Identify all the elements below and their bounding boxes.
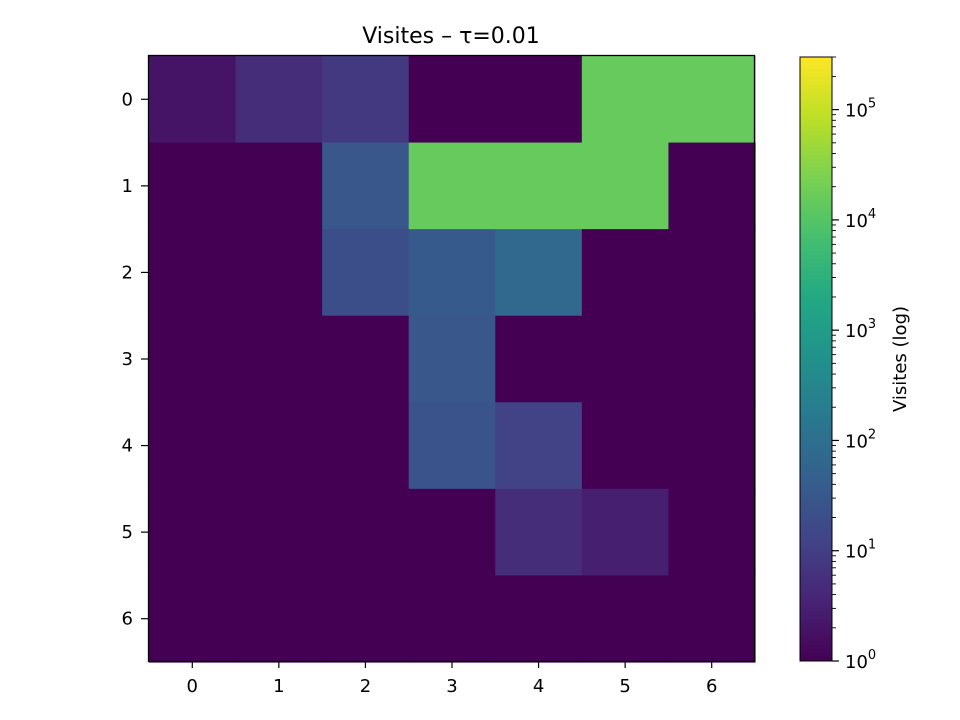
heatmap-cell-r1-c5: [581, 142, 670, 230]
x-tick-label: 5: [619, 676, 630, 697]
chart-title: Visites – τ=0.01: [362, 24, 540, 49]
heatmap-cell-r4-c2: [322, 402, 410, 490]
y-tick-label: 6: [122, 609, 133, 630]
heatmap-cell-r0-c5: [581, 56, 670, 144]
colorbar-tick-label: 101: [845, 538, 876, 563]
heatmap-cell-r6-c4: [495, 575, 583, 663]
heatmap-cell-r3-c4: [495, 315, 583, 403]
heatmap-cell-r5-c1: [235, 488, 323, 577]
heatmap-cell-r0-c0: [149, 56, 237, 144]
x-tick-label: 6: [706, 676, 717, 697]
heatmap-cell-r3-c6: [668, 315, 756, 403]
heatmap-cell-r4-c5: [581, 402, 670, 490]
heatmap-cell-r6-c2: [322, 575, 410, 663]
heatmap-cell-r6-c5: [581, 575, 670, 663]
y-tick-label: 0: [122, 89, 133, 110]
colorbar-tick-label: 105: [845, 97, 876, 122]
heatmap-cell-r5-c4: [495, 488, 583, 577]
heatmap-cell-r5-c2: [322, 488, 410, 577]
heatmap-cell-r4-c4: [495, 402, 583, 490]
y-tick-label: 2: [122, 262, 133, 283]
heatmap-cell-r0-c2: [322, 56, 410, 144]
heatmap-cell-r5-c3: [408, 488, 496, 577]
colorbar-tick-label: 100: [845, 648, 876, 673]
x-tick-label: 4: [533, 676, 544, 697]
heatmap-cell-r3-c5: [581, 315, 670, 403]
x-tick-label: 1: [273, 676, 284, 697]
x-tick-label: 3: [446, 676, 457, 697]
heatmap-cell-r0-c4: [495, 56, 583, 144]
heatmap-cell-r6-c0: [149, 575, 237, 663]
heatmap-cell-r4-c6: [668, 402, 756, 490]
heatmap-cell-r1-c1: [235, 142, 323, 230]
heatmap-cell-r2-c5: [581, 229, 670, 317]
y-tick-label: 5: [122, 522, 133, 543]
heatmap-cell-r2-c6: [668, 229, 756, 317]
heatmap-cell-r1-c4: [495, 142, 583, 230]
y-tick-label: 3: [122, 349, 133, 370]
heatmap-cells: [149, 56, 756, 663]
heatmap-cell-r0-c6: [668, 56, 756, 144]
heatmap-cell-r3-c2: [322, 315, 410, 403]
colorbar-ticks: 100 101 102 103 104 105: [832, 56, 876, 673]
y-tick-label: 4: [122, 436, 133, 457]
heatmap-cell-r3-c1: [235, 315, 323, 403]
heatmap-cell-r5-c6: [668, 488, 756, 577]
heatmap-cell-r2-c2: [322, 229, 410, 317]
heatmap-cell-r2-c4: [495, 229, 583, 317]
heatmap-cell-r4-c1: [235, 402, 323, 490]
colorbar-tick-label: 103: [845, 317, 876, 342]
heatmap-cell-r4-c3: [408, 402, 496, 490]
x-axis-ticks: 0 1 2 3 4 5 6: [187, 661, 717, 697]
heatmap-cell-r0-c1: [235, 56, 323, 144]
heatmap-cell-r0-c3: [408, 56, 496, 144]
heatmap-cell-r6-c3: [408, 575, 496, 663]
heatmap-cell-r5-c5: [581, 488, 670, 577]
y-tick-label: 1: [122, 176, 133, 197]
heatmap-cell-r2-c0: [149, 229, 237, 317]
heatmap-cell-r1-c0: [149, 142, 237, 230]
x-tick-label: 2: [360, 676, 371, 697]
heatmap-cell-r2-c1: [235, 229, 323, 317]
colorbar-tick-label: 104: [845, 207, 876, 232]
heatmap-cell-r1-c3: [408, 142, 496, 230]
heatmap-cell-r1-c6: [668, 142, 756, 230]
x-tick-label: 0: [187, 676, 198, 697]
heatmap-cell-r6-c6: [668, 575, 756, 663]
heatmap-cell-r4-c0: [149, 402, 237, 490]
heatmap-cell-r3-c3: [408, 315, 496, 403]
heatmap-cell-r3-c0: [149, 315, 237, 403]
colorbar-tick-label: 102: [845, 427, 876, 452]
y-axis-ticks: 0 1 2 3 4 5 6: [122, 89, 148, 630]
heatmap-cell-r1-c2: [322, 142, 410, 230]
colorbar-label: Visites (log): [890, 306, 911, 412]
heatmap-cell-r2-c3: [408, 229, 496, 317]
heatmap-cell-r6-c1: [235, 575, 323, 663]
heatmap-cell-r5-c0: [149, 488, 237, 577]
colorbar: [799, 56, 833, 662]
